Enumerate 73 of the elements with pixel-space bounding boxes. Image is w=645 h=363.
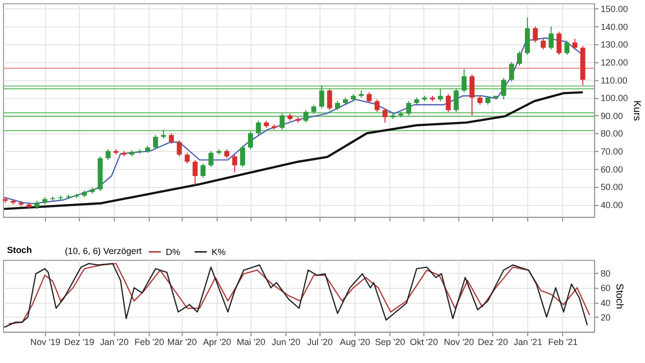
candlestick [248,130,253,150]
x-tick-label: Dez '19 [64,337,94,348]
candlestick [470,74,475,116]
candlestick [319,84,324,109]
x-tick-label: Nov '20 [444,337,474,348]
candlestick [106,148,111,160]
candlestick [516,50,522,66]
candlestick [366,92,372,104]
candlestick [327,88,332,111]
y-tick-label: 40.00 [600,200,624,210]
x-tick-label: Okt '20 [410,337,438,348]
candlestick [454,88,459,112]
y-tick-label: 120.00 [600,58,628,68]
candlestick [176,140,182,157]
x-tick-label: Feb '21 [548,337,578,348]
x-tick-label: Jul '20 [307,337,333,348]
x-tick-label: Jun '20 [272,337,300,348]
candlestick [200,163,206,178]
y-tick-label: 80.00 [600,128,624,139]
y-tick-label: 130.00 [600,40,628,50]
candlestick [462,68,467,93]
candlestick [532,26,538,43]
x-tick-label: Dez '20 [478,337,508,348]
candlestick [509,62,514,82]
y-tick-label: 150.00 [600,4,628,14]
legend-label: K% [212,246,226,257]
line-series [3,91,584,210]
candlestick [556,31,562,56]
x-tick-label: Sep '20 [374,337,406,348]
candlestick [406,100,412,116]
y-tick-label: 70.00 [600,146,624,157]
candlestick [438,88,443,102]
legend-label: D% [166,246,180,257]
candlestick [153,134,158,150]
candlestick [564,40,570,56]
x-tick-label: Mai '20 [236,337,266,348]
candlestick [382,108,388,124]
chart-title: Stoch [6,244,32,255]
x-tick-label: Feb '20 [134,337,164,348]
x-tick-label: Apr '20 [203,337,232,348]
candlestick [168,132,174,144]
x-tick-label: Aug '20 [340,337,370,348]
y-axis-title: Kurs [631,100,642,121]
y-axis-title: Stoch [614,284,625,310]
candlestick [446,94,451,112]
y-tick-label: 20 [600,312,611,323]
candlestick [240,145,246,168]
y-tick-label: 40 [600,298,611,308]
x-tick-label: Jan '21 [514,337,542,348]
x-tick-label: Mär '20 [167,337,197,348]
candlestick [540,38,546,50]
candlestick [374,98,380,112]
y-tick-label: 80 [600,268,611,279]
x-tick-label: Jan '20 [100,337,129,348]
y-tick-label: 100.00 [600,93,628,104]
legend-title: (10, 6, 6) Verzögert [64,246,142,256]
candlestick [303,110,308,124]
candlestick [192,159,198,186]
y-tick-label: 60.00 [600,164,624,174]
candlestick [256,120,261,136]
y-tick-label: 140.00 [600,22,628,32]
candlestick [232,154,238,173]
x-tick-label: Nov '19 [30,337,60,348]
y-tick-label: 50.00 [600,182,624,192]
y-tick-label: 110.00 [600,75,628,86]
y-tick-label: 60 [600,283,611,294]
y-tick-label: 90.00 [600,110,624,121]
candlestick [280,113,285,130]
candlestick [501,78,506,100]
candlestick [572,38,578,50]
candlestick [548,26,554,50]
candlestick [184,152,190,164]
candlestick [208,150,214,168]
